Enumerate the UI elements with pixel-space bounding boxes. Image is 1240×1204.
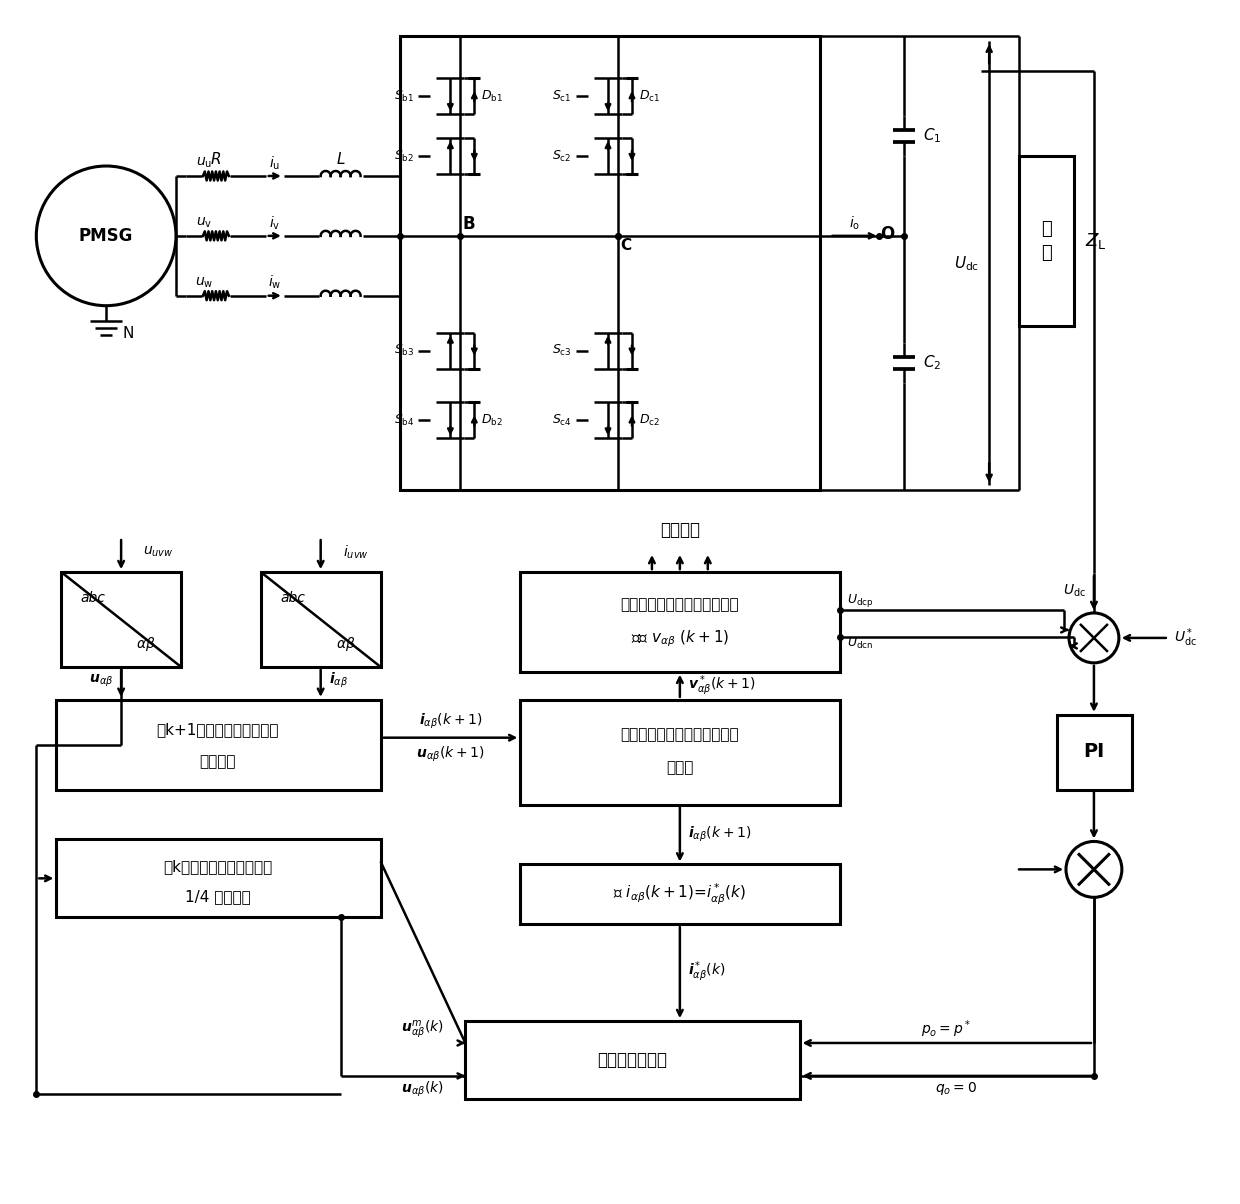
Text: $u_{uvw}$: $u_{uvw}$ bbox=[143, 545, 174, 560]
Text: $D_{\rm c2}$: $D_{\rm c2}$ bbox=[640, 413, 661, 427]
Text: 载: 载 bbox=[1042, 243, 1052, 261]
Bar bbox=[521, 700, 839, 804]
Bar bbox=[465, 1021, 800, 1099]
Text: $\boldsymbol{i}_{\alpha\beta}$: $\boldsymbol{i}_{\alpha\beta}$ bbox=[329, 671, 348, 690]
Text: $S_{\rm b4}$: $S_{\rm b4}$ bbox=[394, 413, 414, 427]
Bar bbox=[401, 36, 820, 490]
Text: $u_{\rm u}$: $u_{\rm u}$ bbox=[196, 155, 212, 170]
Text: $u_{\rm v}$: $u_{\rm v}$ bbox=[196, 216, 212, 230]
Text: $C_2$: $C_2$ bbox=[923, 354, 941, 372]
Text: 压矢量: 压矢量 bbox=[666, 760, 693, 775]
Text: $\boldsymbol{i}_{\alpha\beta}(k+1)$: $\boldsymbol{i}_{\alpha\beta}(k+1)$ bbox=[419, 712, 482, 731]
Text: $\boldsymbol{u}_{\alpha\beta}^{m}(k)$: $\boldsymbol{u}_{\alpha\beta}^{m}(k)$ bbox=[401, 1019, 444, 1040]
Text: PMSG: PMSG bbox=[79, 226, 134, 244]
Text: $S_{\rm c1}$: $S_{\rm c1}$ bbox=[552, 89, 572, 104]
Text: 负: 负 bbox=[1042, 220, 1052, 238]
Text: $U_{\rm dc}$: $U_{\rm dc}$ bbox=[1063, 583, 1086, 600]
Text: $U_{\rm dcn}$: $U_{\rm dcn}$ bbox=[847, 637, 874, 651]
Text: $C_1$: $C_1$ bbox=[923, 126, 941, 146]
Text: $p_o=p^*$: $p_o=p^*$ bbox=[921, 1019, 971, 1040]
Text: abc: abc bbox=[81, 591, 105, 604]
Text: 电流预测: 电流预测 bbox=[200, 754, 236, 769]
Bar bbox=[61, 572, 181, 667]
Text: R: R bbox=[211, 152, 221, 166]
Text: 根据电路模型得到桥臂参考电: 根据电路模型得到桥臂参考电 bbox=[620, 727, 739, 742]
Text: PI: PI bbox=[1084, 742, 1105, 761]
Text: $S_{\rm c4}$: $S_{\rm c4}$ bbox=[552, 413, 572, 427]
Text: $D_{\rm b2}$: $D_{\rm b2}$ bbox=[481, 413, 503, 427]
Text: $Z_{\rm L}$: $Z_{\rm L}$ bbox=[1085, 231, 1107, 250]
Text: （k）步的交流侧电压延时: （k）步的交流侧电压延时 bbox=[164, 858, 273, 874]
Text: $\boldsymbol{i}^*_{\alpha\beta}(k)$: $\boldsymbol{i}^*_{\alpha\beta}(k)$ bbox=[688, 960, 725, 985]
Text: C: C bbox=[620, 238, 631, 253]
Text: 开关信号: 开关信号 bbox=[660, 521, 699, 539]
Text: $S_{\rm b2}$: $S_{\rm b2}$ bbox=[394, 148, 414, 164]
Text: $\boldsymbol{i}_{\alpha\beta}(k+1)$: $\boldsymbol{i}_{\alpha\beta}(k+1)$ bbox=[688, 825, 751, 844]
Text: $i_{\rm v}$: $i_{\rm v}$ bbox=[269, 214, 280, 231]
Text: $S_{\rm c3}$: $S_{\rm c3}$ bbox=[552, 343, 572, 358]
Bar bbox=[521, 572, 839, 672]
Text: $u_{\rm w}$: $u_{\rm w}$ bbox=[195, 276, 213, 290]
Text: $\boldsymbol{u}_{\alpha\beta}(k)$: $\boldsymbol{u}_{\alpha\beta}(k)$ bbox=[401, 1079, 444, 1098]
Bar bbox=[260, 572, 381, 667]
Text: O: O bbox=[880, 225, 894, 243]
Bar bbox=[1056, 715, 1132, 790]
Text: $q_o=0$: $q_o=0$ bbox=[935, 1080, 977, 1097]
Bar bbox=[1019, 157, 1074, 325]
Text: B: B bbox=[463, 214, 475, 232]
Text: abc: abc bbox=[280, 591, 305, 604]
Text: $\alpha\beta$: $\alpha\beta$ bbox=[336, 635, 356, 653]
Text: $\boldsymbol{u}_{\alpha\beta}(k+1)$: $\boldsymbol{u}_{\alpha\beta}(k+1)$ bbox=[417, 745, 485, 765]
Text: $U_{\rm dc}$: $U_{\rm dc}$ bbox=[954, 254, 980, 272]
Text: $\boldsymbol{v}^*_{\alpha\beta}(k+1)$: $\boldsymbol{v}^*_{\alpha\beta}(k+1)$ bbox=[688, 673, 755, 698]
Text: 矢量 $v_{\alpha\beta}$ $(k+1)$: 矢量 $v_{\alpha\beta}$ $(k+1)$ bbox=[631, 628, 729, 649]
Text: $\boldsymbol{u}_{\alpha\beta}$: $\boldsymbol{u}_{\alpha\beta}$ bbox=[89, 673, 113, 689]
Text: $U_{\rm dcp}$: $U_{\rm dcp}$ bbox=[847, 591, 874, 608]
Text: 1/4 基波周期: 1/4 基波周期 bbox=[185, 889, 250, 904]
Bar bbox=[56, 700, 381, 790]
Bar bbox=[521, 864, 839, 925]
Text: $S_{\rm b3}$: $S_{\rm b3}$ bbox=[394, 343, 414, 358]
Text: L: L bbox=[336, 152, 345, 166]
Text: 通过价值函数选出最优的开关: 通过价值函数选出最优的开关 bbox=[620, 597, 739, 613]
Text: $D_{\rm c1}$: $D_{\rm c1}$ bbox=[640, 89, 661, 104]
Text: 参考电流的计算: 参考电流的计算 bbox=[596, 1051, 667, 1069]
Bar bbox=[56, 839, 381, 917]
Text: $D_{\rm b1}$: $D_{\rm b1}$ bbox=[481, 89, 503, 104]
Text: $i_{\rm w}$: $i_{\rm w}$ bbox=[268, 275, 281, 291]
Text: $\alpha\beta$: $\alpha\beta$ bbox=[136, 635, 156, 653]
Text: $i_{\rm u}$: $i_{\rm u}$ bbox=[269, 154, 280, 172]
Text: $S_{\rm c2}$: $S_{\rm c2}$ bbox=[553, 148, 572, 164]
Text: N: N bbox=[123, 326, 134, 341]
Text: （k+1）步的交流侧电压和: （k+1）步的交流侧电压和 bbox=[156, 722, 279, 737]
Text: $i_{\rm o}$: $i_{\rm o}$ bbox=[849, 214, 861, 231]
Text: $S_{\rm b1}$: $S_{\rm b1}$ bbox=[394, 89, 414, 104]
Text: 令 $i_{\alpha\beta}(k+1)$=$i^*_{\alpha\beta}(k)$: 令 $i_{\alpha\beta}(k+1)$=$i^*_{\alpha\be… bbox=[614, 881, 746, 907]
Text: $i_{uvw}$: $i_{uvw}$ bbox=[342, 543, 368, 561]
Text: $U^*_{\rm dc}$: $U^*_{\rm dc}$ bbox=[1174, 626, 1197, 649]
